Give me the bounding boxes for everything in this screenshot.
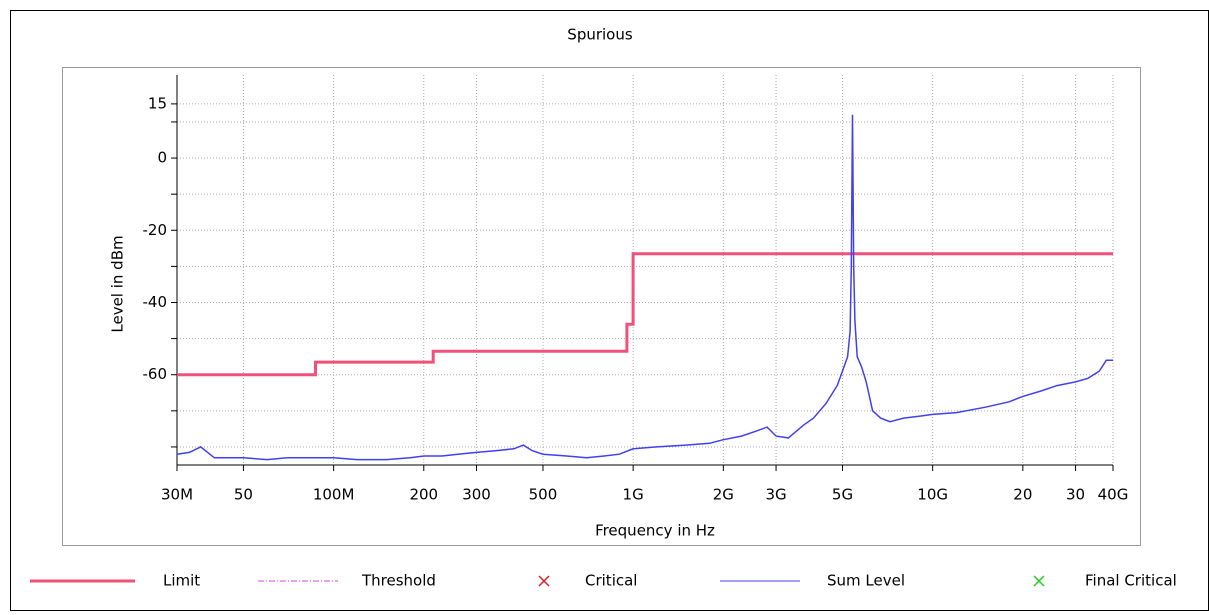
x-tick-label: 30 (1066, 486, 1085, 504)
x-tick-label: 3G (765, 486, 786, 504)
x-tick-label: 300 (462, 486, 491, 504)
plot-panel (62, 67, 1141, 546)
y-tick-label: -20 (143, 221, 168, 239)
legend-label: Threshold (361, 572, 436, 590)
legend-swatch (1033, 575, 1045, 587)
outer-frame (10, 10, 1209, 611)
x-tick-label: 20 (1013, 486, 1032, 504)
y-tick-label: -40 (143, 293, 168, 311)
x-tick-label: 2G (713, 486, 734, 504)
y-tick-label: 0 (157, 149, 167, 167)
y-axis-label: Level in dBm (109, 235, 127, 332)
chart-title: Spurious (567, 26, 633, 44)
x-tick-label: 10G (917, 486, 948, 504)
x-tick-label: 40G (1098, 486, 1129, 504)
legend-label: Final Critical (1085, 572, 1177, 590)
x-axis-label: Frequency in Hz (595, 522, 715, 540)
y-tick-label: 15 (148, 94, 167, 112)
x-tick-label: 200 (409, 486, 438, 504)
y-tick-label: -60 (143, 365, 168, 383)
x-tick-label: 100M (313, 486, 355, 504)
legend-label: Sum Level (827, 572, 905, 590)
x-tick-label: 500 (529, 486, 558, 504)
x-tick-label: 1G (623, 486, 644, 504)
x-tick-label: 5G (832, 486, 853, 504)
legend-label: Critical (585, 572, 637, 590)
series-line (176, 114, 1113, 461)
legend-label: Limit (163, 572, 200, 590)
series-line (177, 252, 1113, 377)
x-tick-label: 30M (161, 486, 193, 504)
x-tick-label: 50 (234, 486, 253, 504)
legend-swatch (538, 575, 550, 587)
